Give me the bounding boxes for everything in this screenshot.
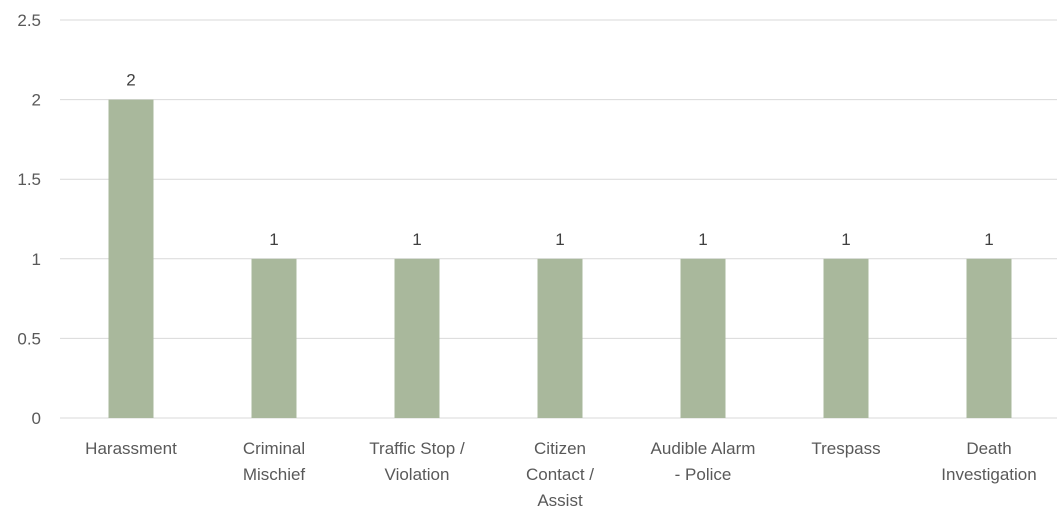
x-tick-label: - Police [675,465,732,484]
data-labels: 2 1 1 1 1 1 1 [126,71,993,249]
x-tick-label: Audible Alarm [651,439,756,458]
bar [108,99,154,418]
data-label: 1 [698,230,707,249]
x-axis-labels: Harassment Criminal Mischief Traffic Stop /… [85,439,1037,510]
bar [966,258,1012,418]
x-tick-label: Mischief [243,465,306,484]
y-tick-label: 2.5 [17,11,41,30]
bar [251,258,297,418]
bar [537,258,583,418]
x-tick-label: Citizen [534,439,586,458]
data-label: 1 [412,230,421,249]
bar [823,258,869,418]
bar [680,258,726,418]
bars [108,99,1012,418]
bar [394,258,440,418]
y-tick-label: 1 [32,250,41,269]
y-tick-label: 2 [32,91,41,110]
y-axis-ticks: 0 0.5 1 1.5 2 2.5 [17,11,41,428]
y-tick-label: 0 [32,409,41,428]
data-label: 1 [841,230,850,249]
x-tick-label: Contact / [526,465,594,484]
data-label: 1 [984,230,993,249]
data-label: 1 [555,230,564,249]
x-tick-label: Trespass [811,439,880,458]
y-tick-label: 1.5 [17,170,41,189]
y-tick-label: 0.5 [17,329,41,348]
x-tick-label: Death [966,439,1011,458]
x-tick-label: Traffic Stop / [369,439,465,458]
x-tick-label: Harassment [85,439,177,458]
x-tick-label: Violation [385,465,450,484]
x-tick-label: Investigation [941,465,1036,484]
data-label: 1 [269,230,278,249]
x-tick-label: Criminal [243,439,305,458]
x-tick-label: Assist [537,491,583,510]
data-label: 2 [126,71,135,90]
